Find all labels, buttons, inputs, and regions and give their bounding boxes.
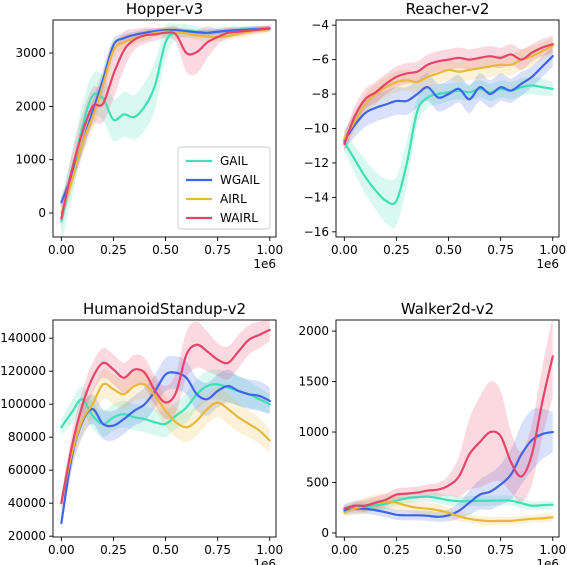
y-tick-label: −12 — [304, 156, 329, 170]
plot-area — [60, 320, 271, 530]
series-line-wairl — [343, 355, 554, 510]
chart-title: Reacher-v2 — [406, 0, 490, 18]
y-tick-label: 1000 — [298, 425, 329, 439]
band-wairl — [61, 320, 270, 510]
x-tick-label: 0.25 — [383, 543, 410, 557]
legend-label-wgail: WGAIL — [220, 173, 260, 187]
chart-title: Hopper-v3 — [126, 0, 203, 18]
band-gail — [61, 369, 270, 438]
y-tick-label: 40000 — [8, 496, 46, 510]
x-tick-label: 0.75 — [204, 543, 231, 557]
x-tick-label: 0.25 — [100, 243, 127, 257]
series-line-wgail — [60, 27, 271, 204]
series-line-wairl — [60, 328, 271, 505]
x-tick-label: 0.75 — [487, 243, 514, 257]
x-tick-label: 0.00 — [48, 543, 75, 557]
y-tick-label: 140000 — [0, 331, 46, 345]
x-exponent-label: 1e6 — [253, 557, 276, 565]
y-tick-label: −4 — [311, 18, 329, 32]
x-tick-label: 0.00 — [48, 243, 75, 257]
series-line-gail — [343, 495, 554, 509]
x-exponent-label: 1e6 — [253, 257, 276, 271]
chart-title: Walker2d-v2 — [401, 300, 494, 318]
y-tick-label: 60000 — [8, 463, 46, 477]
y-tick-label: −14 — [304, 190, 329, 204]
x-tick-label: 1.00 — [539, 243, 566, 257]
band-wgail — [344, 45, 553, 150]
y-tick-label: −6 — [311, 53, 329, 67]
series-line-wgail — [343, 55, 554, 142]
series-line-airl — [60, 382, 271, 503]
x-tick-label: 0.50 — [435, 243, 462, 257]
y-tick-label: 120000 — [0, 364, 46, 378]
y-tick-label: 500 — [306, 475, 329, 489]
y-tick-label: −16 — [304, 225, 329, 239]
y-tick-label: 0 — [38, 206, 46, 220]
axes-frame — [52, 319, 277, 538]
x-tick-label: 0.50 — [435, 543, 462, 557]
x-exponent-label: 1e6 — [536, 257, 559, 271]
x-tick-label: 1.00 — [539, 543, 566, 557]
legend-box — [177, 146, 271, 230]
y-tick-label: 1500 — [298, 375, 329, 389]
x-tick-label: 0.75 — [204, 243, 231, 257]
y-tick-label: 0 — [321, 526, 329, 540]
x-tick-label: 0.50 — [152, 243, 179, 257]
y-tick-label: 2000 — [298, 324, 329, 338]
series-line-wgail — [60, 371, 271, 525]
y-tick-label: 2000 — [15, 99, 46, 113]
x-tick-label: 0.00 — [331, 243, 358, 257]
band-airl — [61, 368, 270, 509]
x-tick-label: 0.75 — [487, 543, 514, 557]
band-gail — [344, 76, 553, 228]
y-tick-label: −10 — [304, 122, 329, 136]
axes-frame — [52, 19, 277, 238]
y-tick-label: −8 — [311, 87, 329, 101]
plot-area — [60, 22, 271, 237]
chart-title: HumanoidStandup-v2 — [83, 300, 246, 318]
series-line-wgail — [343, 430, 554, 518]
series-line-gail — [343, 84, 554, 206]
x-tick-label: 1.00 — [256, 243, 283, 257]
axes-frame — [335, 319, 560, 538]
x-tick-label: 0.00 — [331, 543, 358, 557]
legend-label-wairl: WAIRL — [220, 211, 258, 225]
x-tick-label: 0.50 — [152, 543, 179, 557]
band-wgail — [61, 355, 270, 530]
band-wgail — [344, 408, 553, 522]
y-tick-label: 20000 — [8, 529, 46, 543]
y-tick-label: 1000 — [15, 153, 46, 167]
series-line-wairl — [60, 27, 271, 220]
y-tick-label: 3000 — [15, 46, 46, 60]
legend-label-gail: GAIL — [220, 154, 248, 168]
y-tick-label: 80000 — [8, 430, 46, 444]
y-tick-label: 100000 — [0, 397, 46, 411]
plot-area — [343, 35, 554, 228]
series-line-wairl — [343, 43, 554, 146]
plot-area — [343, 320, 554, 526]
series-line-airl — [343, 44, 554, 140]
band-gail — [344, 491, 553, 512]
legend: GAIL WGAIL AIRL WAIRL — [177, 146, 271, 230]
x-exponent-label: 1e6 — [536, 557, 559, 565]
x-tick-label: 0.25 — [100, 543, 127, 557]
x-tick-label: 0.25 — [383, 243, 410, 257]
legend-label-airl: AIRL — [220, 192, 247, 206]
x-tick-label: 1.00 — [256, 543, 283, 557]
band-wairl — [344, 320, 553, 513]
